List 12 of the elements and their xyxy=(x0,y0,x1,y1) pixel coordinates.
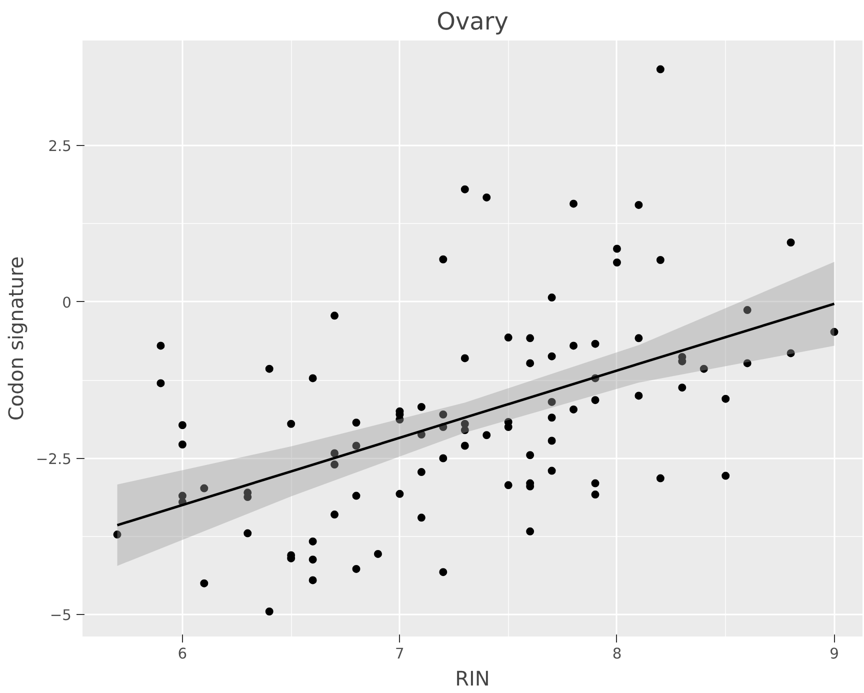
x-axis-title: RIN xyxy=(455,666,490,690)
y-tick-label: −5 xyxy=(50,607,72,624)
chart-title: Ovary xyxy=(436,8,508,36)
y-tick-label: 2.5 xyxy=(48,138,72,156)
x-tick-label: 8 xyxy=(612,646,622,662)
x-tick-label: 6 xyxy=(178,646,188,662)
x-tick-label: 9 xyxy=(830,646,839,662)
x-tick-label: 7 xyxy=(395,646,404,662)
y-axis-title: Codon signature xyxy=(4,256,28,421)
y-tick-label: −2.5 xyxy=(36,450,72,468)
y-tick-label: 0 xyxy=(62,294,72,312)
line-series xyxy=(116,302,836,526)
